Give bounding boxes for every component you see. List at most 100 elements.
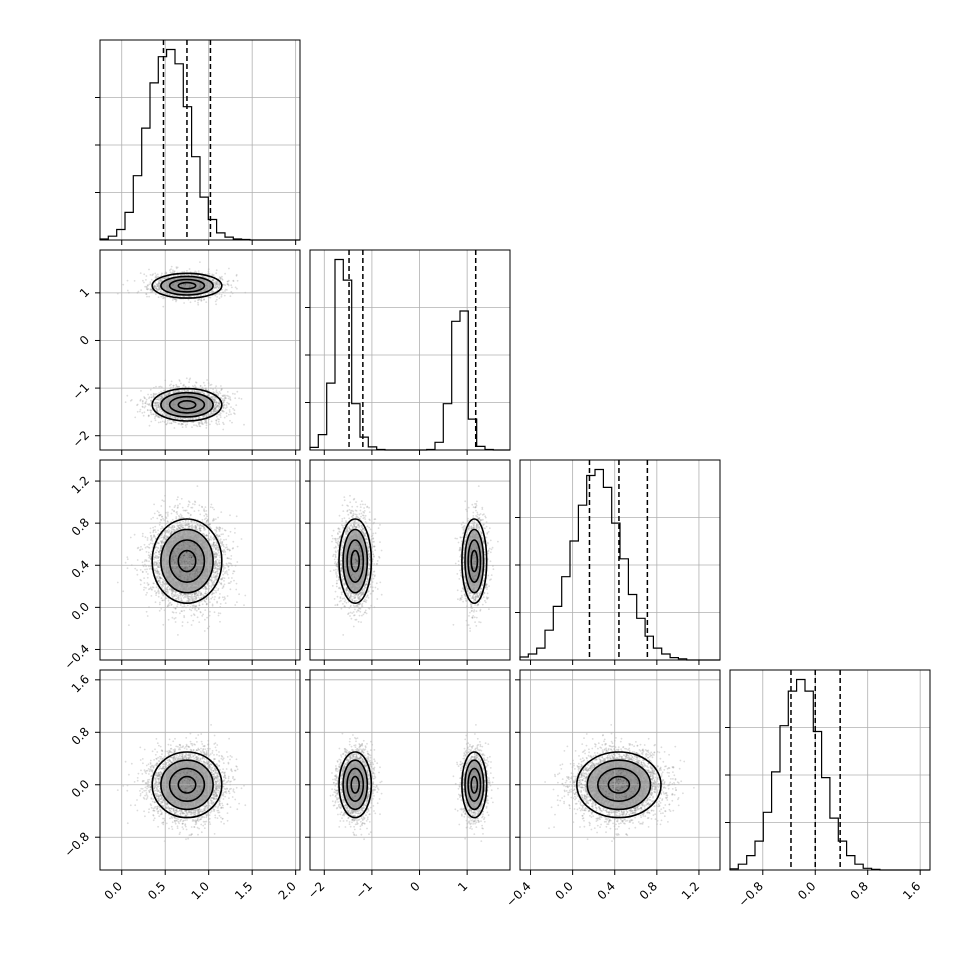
scatter-point <box>139 408 142 411</box>
scatter-point <box>160 295 163 298</box>
scatter-point <box>149 282 152 285</box>
scatter-point <box>206 282 209 285</box>
scatter-point <box>172 286 174 288</box>
scatter-point <box>181 284 184 287</box>
scatter-point <box>185 284 187 287</box>
scatter-point <box>160 394 163 397</box>
scatter-point <box>124 401 127 404</box>
scatter-point <box>183 398 186 401</box>
scatter-point <box>174 417 177 419</box>
scatter-point <box>202 613 205 616</box>
scatter-point <box>182 295 185 298</box>
scatter-point <box>169 415 172 418</box>
scatter-point <box>186 286 188 289</box>
scatter-point <box>167 408 169 410</box>
scatter-point <box>198 404 201 407</box>
scatter-point <box>190 403 193 406</box>
scatter-point <box>172 286 174 289</box>
scatter-point <box>168 281 170 284</box>
scatter-point <box>184 414 187 417</box>
scatter-point <box>218 284 221 286</box>
scatter-point <box>155 401 157 404</box>
scatter-point <box>236 279 239 282</box>
scatter-point <box>143 411 146 414</box>
scatter-point <box>141 400 144 403</box>
scatter-point <box>196 390 198 393</box>
scatter-point <box>178 394 181 397</box>
scatter-point <box>198 298 201 301</box>
scatter-point <box>223 283 225 286</box>
scatter-point <box>168 293 171 296</box>
scatter-point <box>195 381 197 384</box>
scatter-point <box>159 421 162 423</box>
scatter-point <box>188 378 191 381</box>
scatter-point <box>154 393 156 396</box>
scatter-point <box>145 293 148 295</box>
scatter-point <box>175 394 178 397</box>
scatter-point <box>224 407 227 410</box>
scatter-point <box>186 405 188 408</box>
scatter-point <box>206 402 209 405</box>
scatter-point <box>141 399 144 402</box>
scatter-point <box>150 409 153 412</box>
scatter-point <box>142 414 145 417</box>
scatter-point <box>136 410 139 413</box>
scatter-point <box>189 284 192 286</box>
scatter-point <box>167 287 170 290</box>
scatter-point <box>166 409 169 412</box>
scatter-point <box>174 282 177 285</box>
scatter-point <box>189 414 192 417</box>
scatter-point <box>204 396 207 399</box>
scatter-point <box>168 415 171 417</box>
scatter-point <box>206 405 209 408</box>
density-fill <box>178 282 196 289</box>
scatter-point <box>199 425 202 428</box>
scatter-point <box>215 269 218 272</box>
scatter-point <box>197 299 199 302</box>
scatter-point <box>194 394 197 396</box>
scatter-point <box>216 296 219 298</box>
scatter-point <box>202 408 205 411</box>
scatter-point <box>194 413 197 415</box>
scatter-point <box>160 390 162 393</box>
scatter-point <box>203 415 205 417</box>
scatter-point <box>184 398 187 401</box>
scatter-point <box>161 272 163 275</box>
scatter-point <box>189 405 192 408</box>
scatter-point <box>173 396 176 399</box>
scatter-point <box>224 272 227 275</box>
scatter-point <box>194 300 197 303</box>
scatter-point <box>178 386 181 388</box>
scatter-point <box>176 408 178 411</box>
scatter-point <box>217 287 220 290</box>
scatter-point <box>181 423 184 425</box>
scatter-point <box>198 401 201 404</box>
scatter-point <box>234 413 236 415</box>
scatter-point <box>192 404 195 406</box>
scatter-point <box>163 405 166 408</box>
scatter-point <box>151 274 154 277</box>
scatter-point <box>182 403 185 406</box>
scatter-point <box>140 289 143 292</box>
scatter-point <box>155 385 157 388</box>
scatter-point <box>148 268 150 271</box>
scatter-point <box>236 601 238 603</box>
scatter-point <box>215 422 218 424</box>
scatter-point <box>154 415 157 418</box>
scatter-point <box>189 405 192 408</box>
scatter-point <box>162 297 165 300</box>
scatter-point <box>171 416 174 418</box>
scatter-point <box>209 296 212 299</box>
scatter-point <box>193 404 196 406</box>
scatter-point <box>211 274 214 277</box>
scatter-point <box>146 409 149 411</box>
scatter-point <box>190 405 193 408</box>
scatter-point <box>165 401 168 404</box>
scatter-point <box>168 275 170 278</box>
scatter-point <box>230 284 233 287</box>
scatter-point <box>203 299 205 301</box>
scatter-point <box>180 423 183 426</box>
scatter-point <box>177 398 180 401</box>
scatter-point <box>169 289 172 292</box>
scatter-point <box>203 421 206 424</box>
